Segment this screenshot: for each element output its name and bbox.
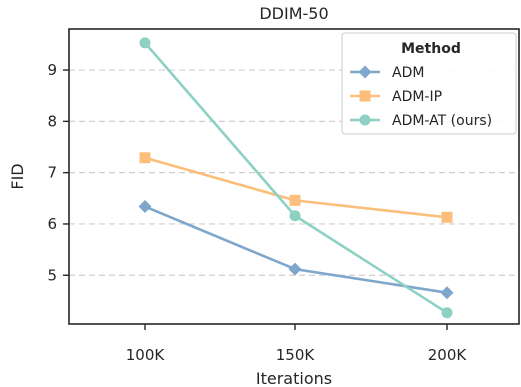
x-tick-label: 100K [126, 346, 166, 364]
legend-label: ADM-AT (ours) [392, 113, 492, 129]
y-tick-label: 6 [47, 215, 57, 233]
legend-box [341, 32, 517, 135]
x-tick-label: 150K [276, 346, 316, 364]
data-point [441, 307, 453, 319]
series-adm [138, 200, 454, 300]
legend-title: Method [401, 41, 461, 57]
legend-swatch-marker [359, 114, 371, 126]
legend-label: ADM-IP [392, 89, 442, 105]
data-point [139, 37, 151, 49]
y-tick-label: 9 [47, 61, 57, 79]
data-point [289, 194, 301, 206]
data-point [288, 262, 302, 276]
legend-items: ADM ADM-IP ADM-AT (ours) [350, 65, 492, 129]
y-tick-label: 5 [47, 266, 57, 284]
y-axis-label: FID [8, 163, 27, 189]
x-axis-label: Iterations [256, 369, 332, 387]
legend-swatch-marker [359, 90, 371, 102]
series-adm-ip [139, 152, 453, 223]
legend-item: ADM-IP [350, 89, 442, 105]
legend: Method ADM ADM-IP ADM-AT (ours) [341, 32, 517, 135]
plot-frame [68, 28, 520, 325]
data-point [441, 211, 453, 223]
series-adm-at-ours- [139, 37, 453, 319]
series-layer [138, 37, 454, 319]
data-point [138, 200, 152, 214]
x-tick-label: 200K [428, 346, 468, 364]
data-point [289, 210, 301, 222]
data-point [440, 286, 454, 300]
ticks: 5 6 7 8 9 100K 150K 200K [47, 61, 467, 364]
legend-item: ADM-AT (ours) [350, 113, 492, 129]
legend-swatch-marker [358, 65, 372, 79]
series-line [143, 156, 449, 219]
data-point [139, 152, 151, 164]
y-tick-label: 8 [47, 112, 57, 130]
legend-item: ADM [350, 65, 424, 81]
y-tick-label: 7 [47, 164, 57, 182]
legend-label: ADM [392, 65, 424, 81]
chart-title: DDIM-50 [259, 4, 328, 23]
